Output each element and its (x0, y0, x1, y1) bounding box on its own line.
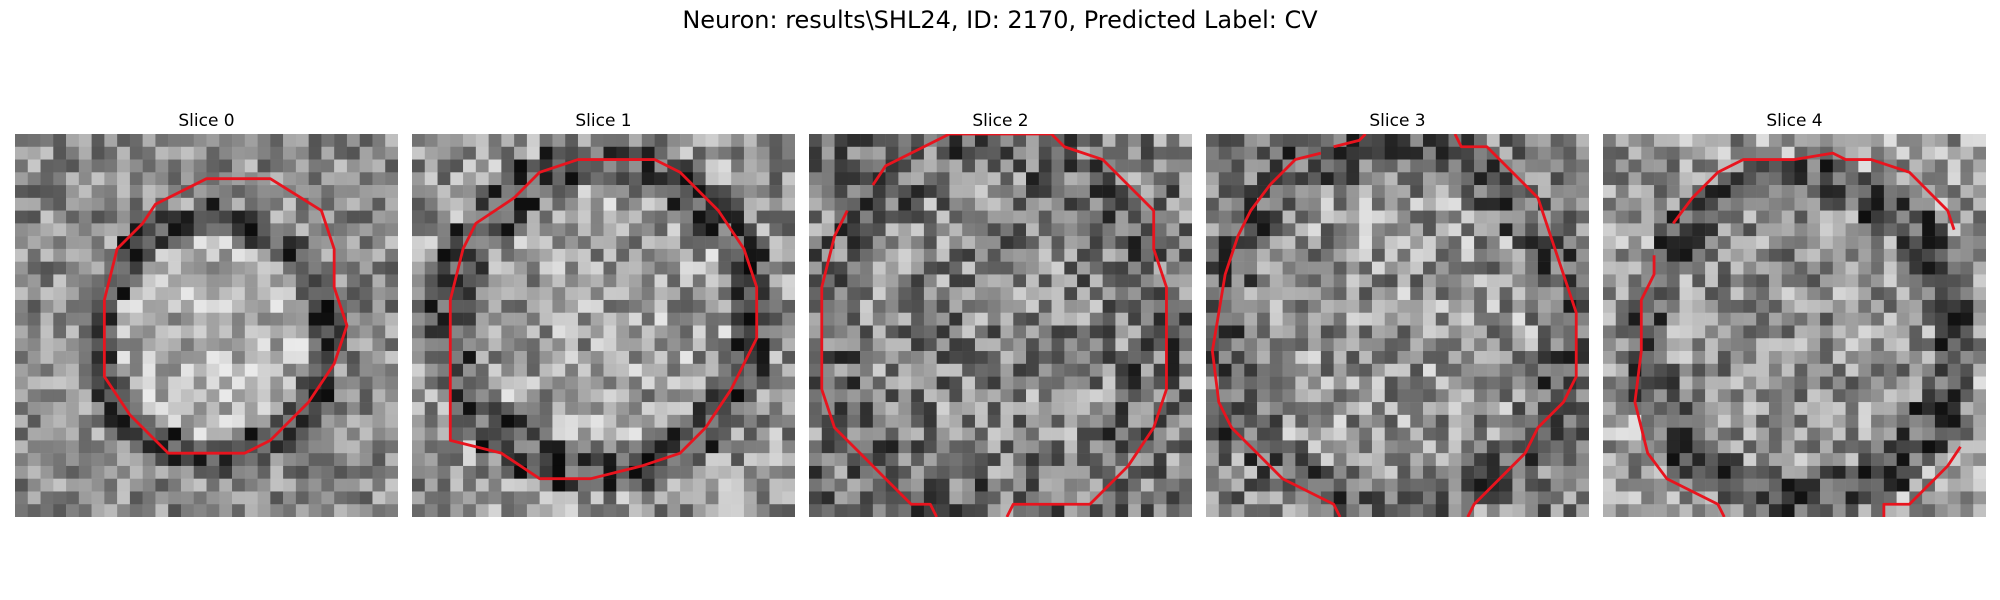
slice-panel-4: Slice 4 (1603, 108, 1986, 517)
slice-image-1 (412, 134, 795, 517)
slice-panel-1: Slice 1 (412, 108, 795, 517)
cell-contour (102, 177, 349, 455)
slice-panel-2: Slice 2 (809, 108, 1192, 517)
slice-title: Slice 0 (178, 111, 235, 131)
slice-panel-3: Slice 3 (1206, 108, 1589, 517)
slice-title: Slice 4 (1766, 111, 1823, 131)
cell-contour (1672, 151, 1956, 231)
cell-contour (1882, 446, 1962, 517)
slice-title: Slice 3 (1369, 111, 1426, 131)
slice-panel-0: Slice 0 (15, 108, 398, 517)
cell-contour (820, 209, 938, 517)
figure-title: Neuron: results\SHL24, ID: 2170, Predict… (682, 6, 1318, 34)
cell-contour (1633, 255, 1726, 517)
slice-image-4 (1603, 134, 1986, 517)
cell-contour (871, 134, 1168, 517)
slice-image-0 (15, 134, 398, 517)
slice-image-3 (1206, 134, 1589, 517)
cell-contour (1210, 151, 1342, 517)
cell-contour (1453, 134, 1578, 517)
slice-title: Slice 2 (972, 111, 1029, 131)
cell-contour (448, 158, 759, 481)
slice-title: Slice 1 (575, 111, 632, 131)
cell-contour (1333, 134, 1367, 149)
slice-image-2 (809, 134, 1192, 517)
